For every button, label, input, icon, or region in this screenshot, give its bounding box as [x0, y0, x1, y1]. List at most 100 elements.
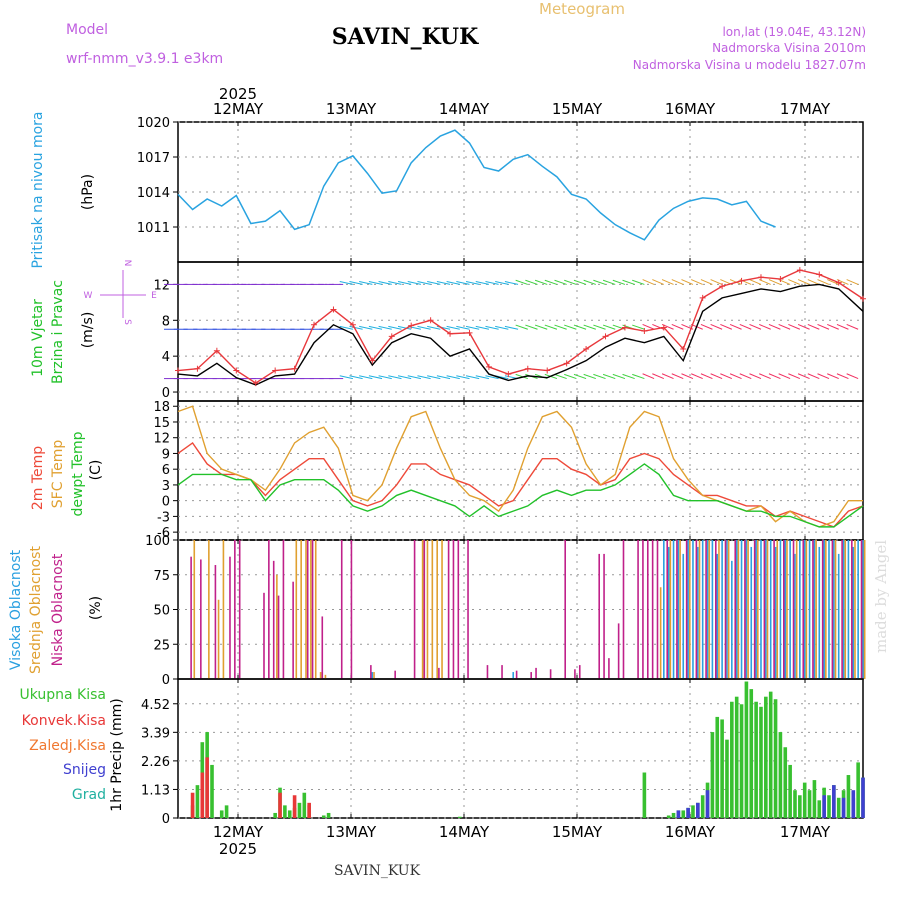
- bar-cloud_low: [642, 540, 644, 679]
- wind-barb: [504, 281, 519, 285]
- cloud-low-label: Niska Oblacnost: [50, 553, 66, 666]
- wind-barb: [436, 375, 451, 380]
- wind-barb: [710, 373, 723, 380]
- gust-marker: [369, 357, 376, 364]
- bar-cloud_high: [760, 540, 762, 679]
- bar-precip_total: [856, 762, 860, 818]
- y-tick-label: 0: [162, 495, 170, 510]
- bar-cloud_low: [530, 672, 532, 679]
- gust-marker: [860, 295, 866, 302]
- y-tick-label: -6: [157, 526, 170, 541]
- bar-cloud_mid: [314, 540, 317, 679]
- bar-cloud_low: [447, 540, 450, 679]
- bar-precip_snow: [851, 790, 856, 818]
- panel-frame: [177, 678, 864, 819]
- bar-cloud_high: [789, 540, 791, 679]
- y-tick-label: 25: [153, 638, 170, 653]
- bar-cloud_high: [735, 540, 738, 679]
- bar-cloud_mid: [217, 599, 220, 679]
- wind-barb: [632, 279, 645, 285]
- wind-barb: [534, 324, 548, 330]
- y-tick-label: 50: [153, 604, 170, 619]
- bar-cloud_mid: [669, 540, 672, 679]
- wind-barb: [475, 325, 490, 330]
- cloud-mid-label: Srednja Oblacnost: [28, 546, 44, 674]
- y-tick-label: 15: [153, 416, 170, 431]
- bar-cloud_low: [190, 556, 192, 679]
- bar-cloud_low: [622, 540, 625, 679]
- bar-cloud_low: [263, 592, 265, 679]
- bottom-day-label: 13MAY: [326, 823, 377, 841]
- bar-precip_total: [730, 701, 734, 818]
- bar-cloud_mid: [786, 540, 788, 679]
- gust-marker: [777, 276, 784, 283]
- wind-barb: [710, 323, 723, 330]
- bar-cloud_low: [598, 553, 601, 679]
- wind-barb: [827, 373, 839, 380]
- wind-barb: [778, 373, 791, 380]
- bar-precip_conv: [292, 795, 297, 818]
- gust-marker: [719, 283, 726, 290]
- compass-n: N: [122, 260, 132, 267]
- wind-barb: [368, 325, 383, 330]
- gust-marker: [252, 380, 259, 387]
- gust-marker: [816, 271, 823, 278]
- gust-marker: [388, 333, 395, 340]
- y-tick-label: 3: [162, 479, 170, 494]
- bar-precip_total: [302, 792, 307, 818]
- wind-barb: [817, 279, 830, 285]
- temp-dew-label: dewpt Temp: [70, 431, 86, 516]
- wind-barb: [378, 281, 392, 285]
- wind-barb: [642, 279, 655, 285]
- top-day-label: 17MAY: [780, 100, 831, 118]
- model-name: wrf-nmm_v3.9.1 e3km: [66, 51, 223, 67]
- bar-precip_snow: [705, 790, 710, 818]
- bar-precip_total: [642, 772, 647, 818]
- bar-precip_total: [802, 782, 807, 818]
- bar-cloud_low: [515, 670, 518, 679]
- wind-barb: [495, 325, 509, 330]
- bar-cloud_high: [721, 540, 723, 679]
- wind-barb: [827, 323, 839, 330]
- gust-marker: [311, 321, 318, 328]
- bar-precip_total: [836, 797, 841, 818]
- wind-barb: [749, 323, 762, 330]
- bar-cloud_low: [282, 540, 285, 679]
- bar-cloud_high: [682, 553, 685, 679]
- bar-cloud_high: [716, 553, 719, 679]
- bar-cloud_low: [646, 540, 649, 679]
- wind-barb: [807, 323, 820, 330]
- bar-cloud_mid: [805, 540, 808, 679]
- panel-4: 0 1.13 2.26 3.39 4.52: [141, 678, 865, 827]
- series-line-wind_speed: [177, 283, 864, 386]
- bar-cloud_high: [837, 553, 840, 679]
- gust-marker: [213, 347, 220, 354]
- wind-barb: [417, 281, 431, 285]
- wind-barb: [817, 373, 830, 380]
- bar-precip_total: [734, 696, 739, 818]
- bar-cloud_high: [769, 540, 772, 679]
- panel-3: 0 25 50 75 100: [145, 534, 866, 688]
- panel-0: 1011 1014 1017 1020: [137, 116, 864, 263]
- bar-cloud_low: [423, 540, 426, 679]
- wind-barb: [339, 325, 354, 330]
- wind-barb: [691, 279, 703, 285]
- y-tick-label: 75: [153, 569, 170, 584]
- bottom-day-label: 17MAY: [780, 823, 831, 841]
- y-tick-label: 1014: [137, 186, 170, 201]
- y-tick-label: 0: [162, 812, 170, 827]
- wind-barb: [378, 375, 392, 380]
- wind-barb: [465, 375, 480, 380]
- bar-cloud_mid: [659, 587, 662, 679]
- wind-barb: [544, 324, 558, 330]
- bar-cloud_low: [792, 540, 795, 679]
- wind-barb: [485, 325, 499, 330]
- bar-cloud_low: [724, 540, 727, 679]
- bar-cloud_low: [549, 669, 552, 679]
- bar-cloud_low: [234, 540, 236, 679]
- bar-precip_conv: [307, 802, 311, 818]
- bar-precip_total: [788, 764, 792, 818]
- bar-precip_total: [681, 810, 686, 818]
- wind-barb: [504, 325, 519, 330]
- wind-barb: [465, 325, 480, 330]
